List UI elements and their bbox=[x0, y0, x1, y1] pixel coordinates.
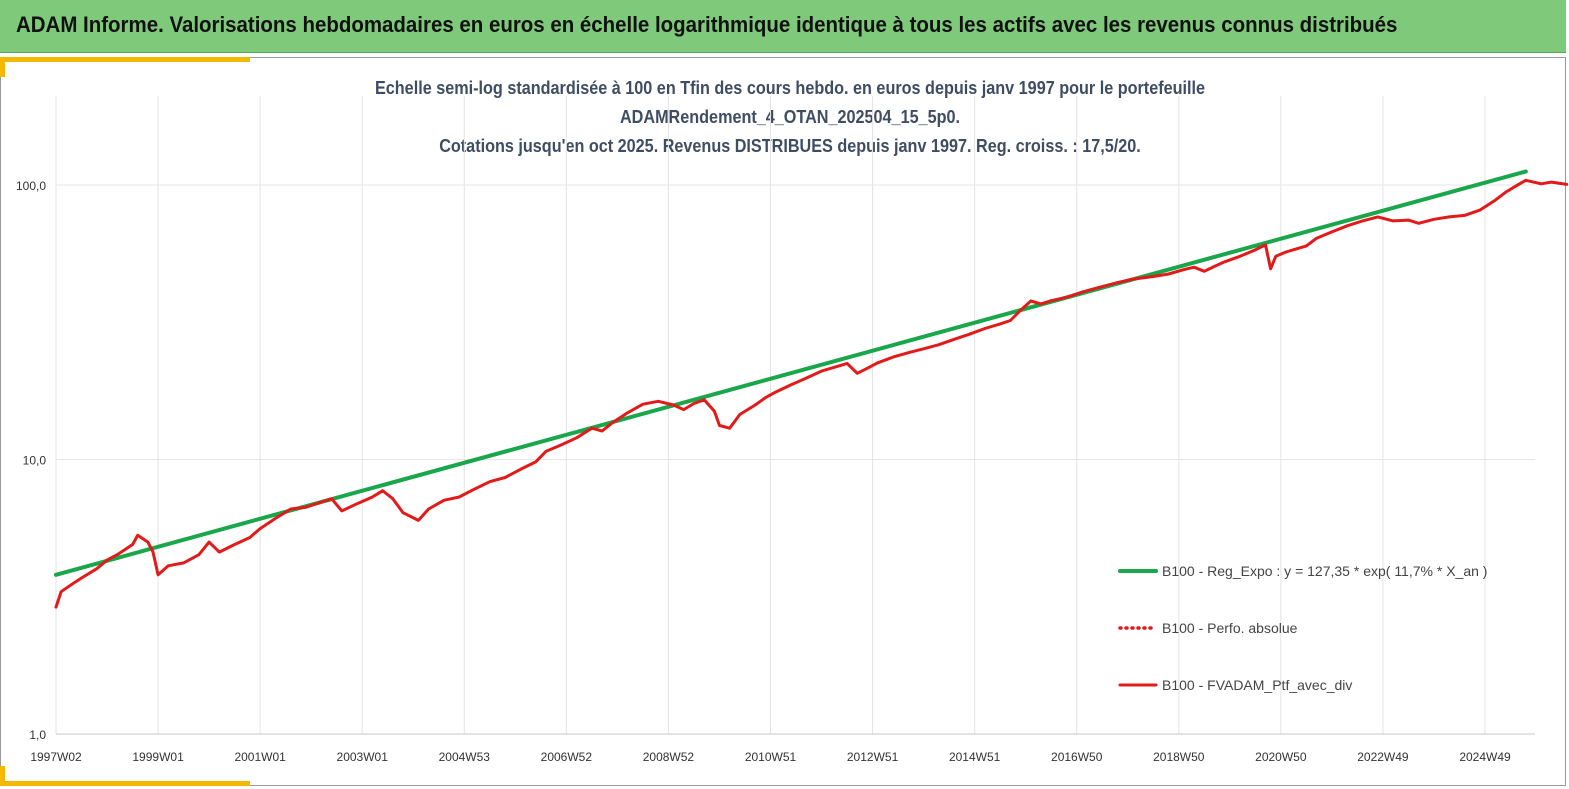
series-line-0 bbox=[54, 169, 1528, 577]
x-tick-label: 2018W50 bbox=[1153, 750, 1205, 764]
chart-frame bbox=[0, 57, 1566, 786]
x-tick-label: 2001W01 bbox=[234, 750, 286, 764]
chart-title: Echelle semi-log standardisée à 100 en T… bbox=[150, 74, 1430, 161]
x-tick-label: 2016W50 bbox=[1051, 750, 1103, 764]
chart-title-line-1: Echelle semi-log standardisée à 100 en T… bbox=[374, 78, 1206, 98]
x-tick-label: 2022W49 bbox=[1357, 750, 1409, 764]
chart-title-line-3: Cotations jusqu'en oct 2025. Revenus DIS… bbox=[439, 136, 1141, 156]
series-layer bbox=[54, 169, 1569, 609]
x-tick-label: 2003W01 bbox=[337, 750, 389, 764]
frame-corner-top-left-vertical bbox=[0, 57, 5, 77]
y-tick-label: 10,0 bbox=[23, 454, 47, 468]
legend-label-1: B100 - Perfo. absolue bbox=[1162, 620, 1298, 636]
frame-corner-bottom-left bbox=[0, 781, 250, 786]
banner-title: ADAM Informe. Valorisations hebdomadaire… bbox=[16, 12, 1398, 37]
series-line-2 bbox=[54, 178, 1569, 609]
x-tick-label: 2006W52 bbox=[541, 750, 593, 764]
legend-label-2: B100 - FVADAM_Ptf_avec_div bbox=[1162, 677, 1352, 693]
header-banner: ADAM Informe. Valorisations hebdomadaire… bbox=[0, 0, 1566, 53]
frame-corner-bottom-left-vertical bbox=[0, 766, 5, 786]
x-tick-label: 2014W51 bbox=[949, 750, 1001, 764]
y-tick-label: 1,0 bbox=[29, 728, 46, 742]
x-tick-label: 2008W52 bbox=[643, 750, 695, 764]
x-tick-label: 2024W49 bbox=[1459, 750, 1511, 764]
axis-layer: 1997W02 1999W01 2001W01 2003W01 2004W53 2006W… bbox=[16, 179, 1535, 764]
x-tick-label: 2020W50 bbox=[1255, 750, 1307, 764]
frame-corner-top-left bbox=[0, 57, 250, 62]
legend-label-0: B100 - Reg_Expo : y = 127,35 * exp( 11,7… bbox=[1162, 563, 1487, 579]
x-tick-label: 1997W02 bbox=[30, 750, 82, 764]
x-tick-label: 2010W51 bbox=[745, 750, 797, 764]
grid-layer bbox=[55, 96, 1535, 735]
x-tick-label: 2004W53 bbox=[439, 750, 491, 764]
x-tick-label: 2012W51 bbox=[847, 750, 899, 764]
chart-title-line-2: ADAMRendement_4_OTAN_202504_15_5p0. bbox=[619, 107, 961, 127]
y-tick-label: 100,0 bbox=[16, 179, 46, 193]
legend: B100 - Reg_Expo : y = 127,35 * exp( 11,7… bbox=[1118, 563, 1487, 693]
x-tick-label: 1999W01 bbox=[132, 750, 184, 764]
